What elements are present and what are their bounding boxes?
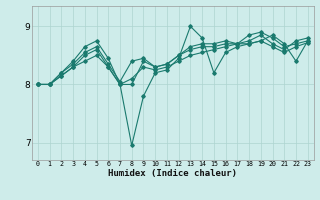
X-axis label: Humidex (Indice chaleur): Humidex (Indice chaleur) <box>108 169 237 178</box>
